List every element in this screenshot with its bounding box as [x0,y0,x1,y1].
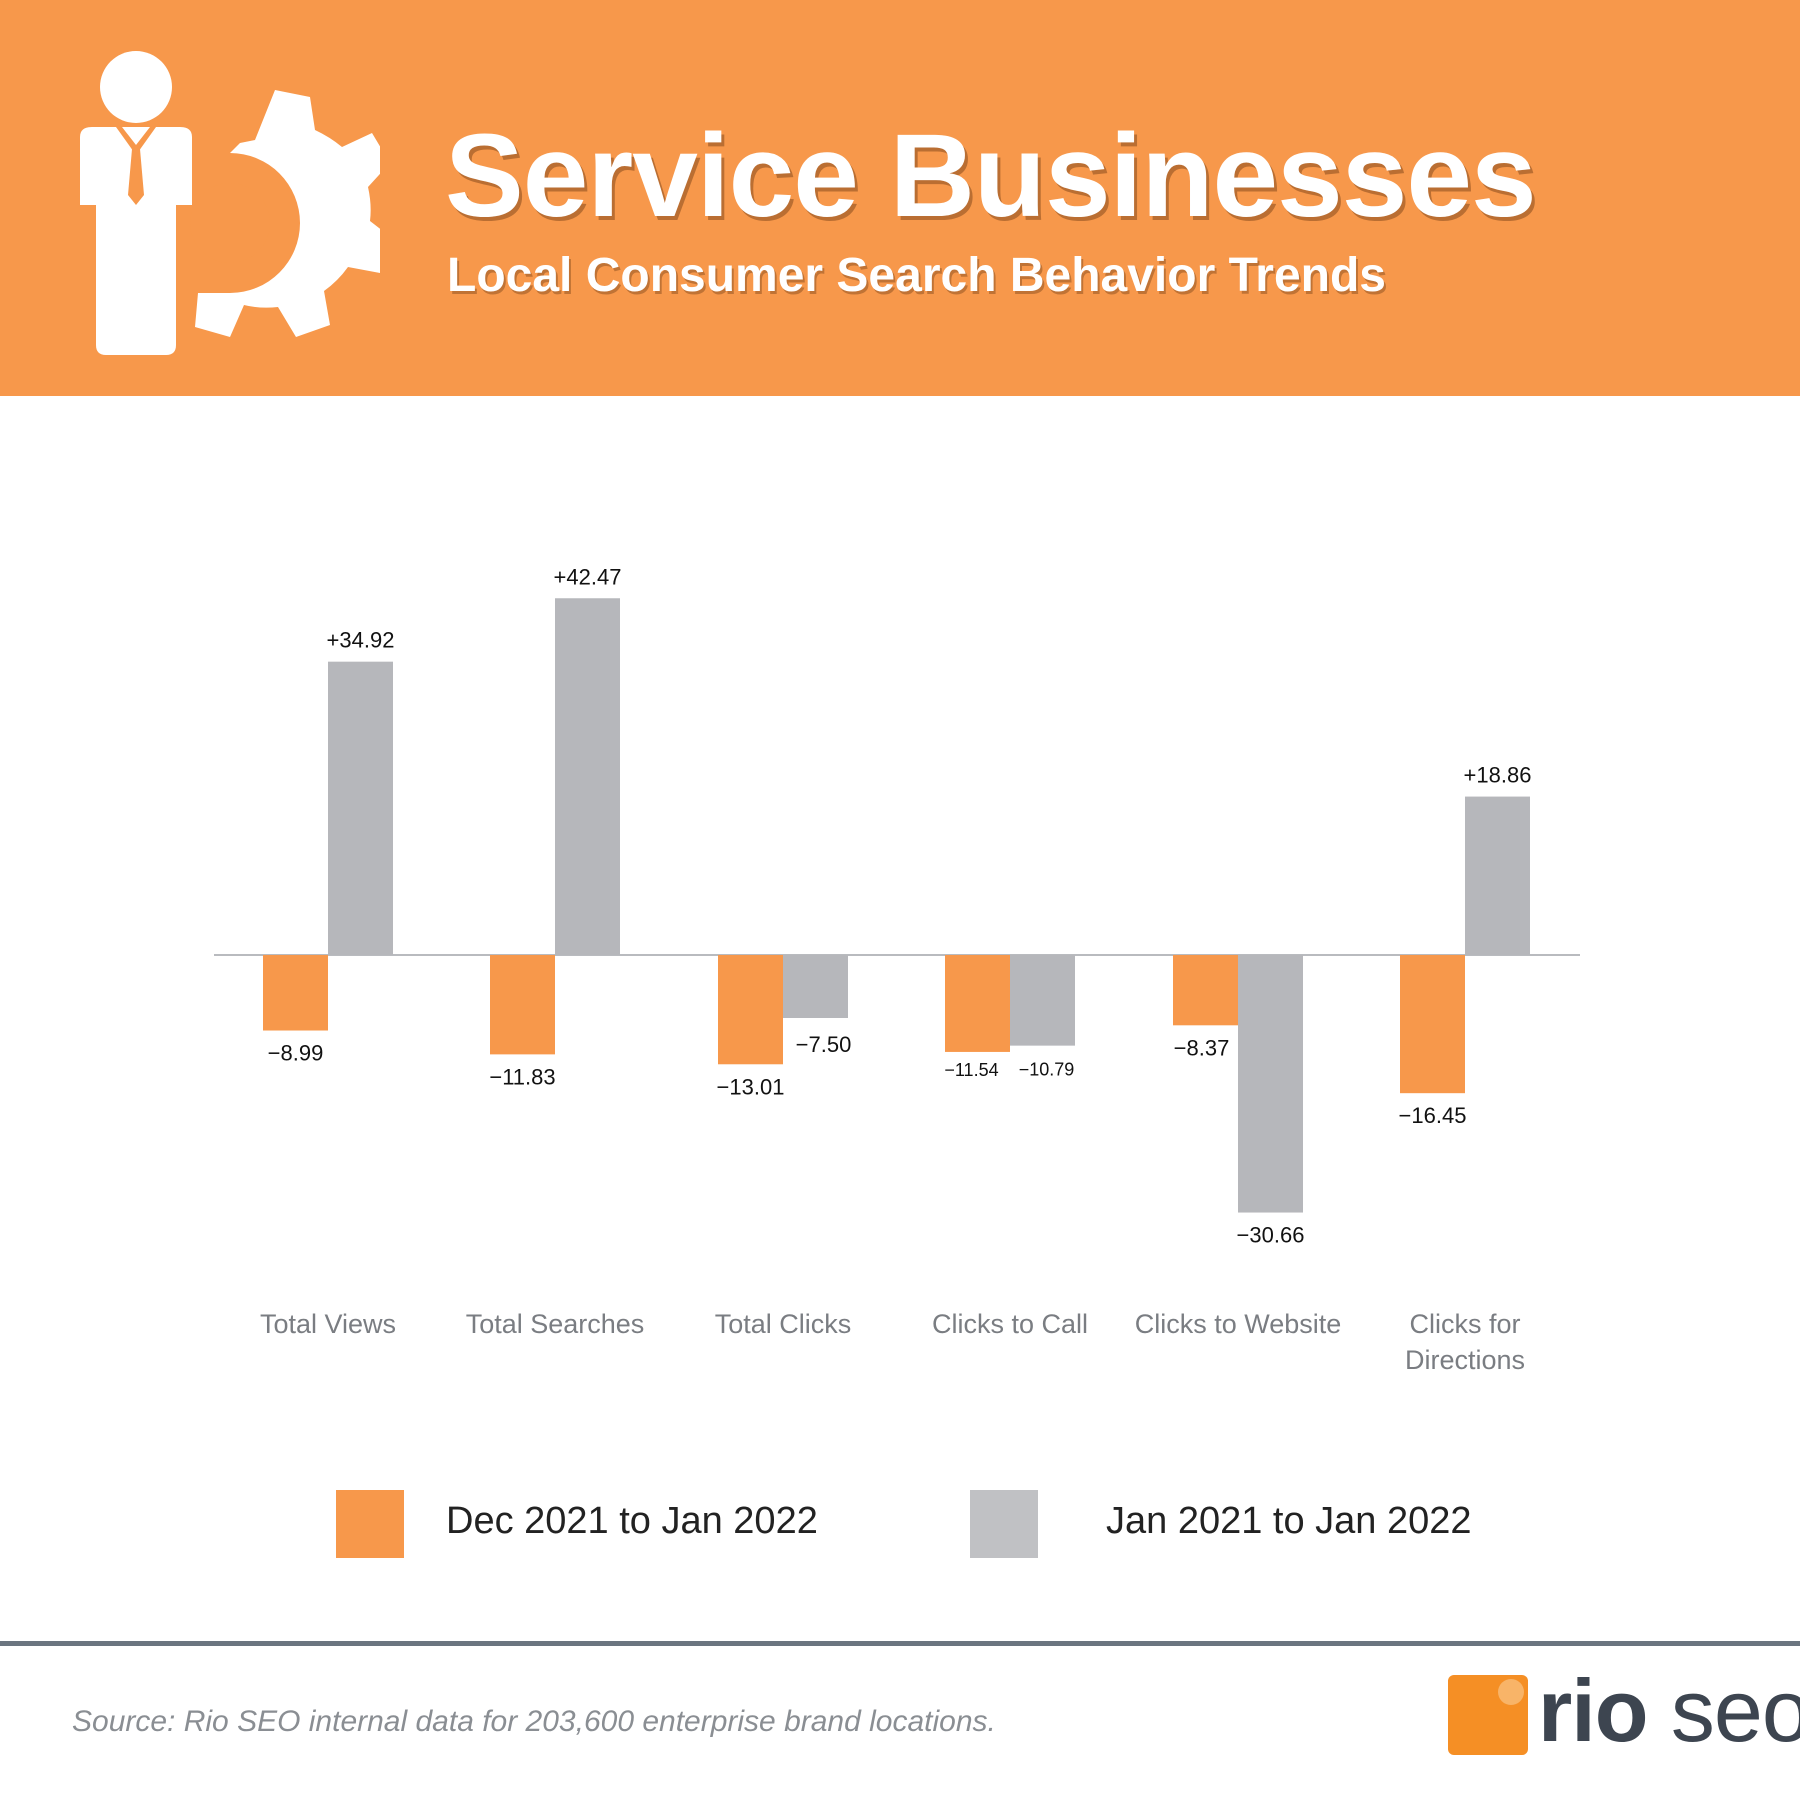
rioseo-logo-dot [1498,1679,1524,1705]
category-label-2: Total Clicks [715,1309,852,1339]
bar-s1-c4 [1238,955,1303,1213]
bar-s1-c0 [328,661,393,955]
value-label-s0-c2: −13.01 [717,1074,785,1099]
value-label-s1-c0: +34.92 [327,628,395,653]
header-banner: Service Businesses Local Consumer Search… [0,0,1800,396]
category-label-0: Total Views [260,1309,396,1339]
bar-s0-c3 [945,955,1010,1052]
bar-s1-c3 [1010,955,1075,1046]
legend-label-jan2021: Jan 2021 to Jan 2022 [1106,1500,1472,1542]
logo-word-rio: rio [1538,1661,1648,1760]
category-label-5: Clicks for Directions [1405,1309,1525,1375]
category-label-3: Clicks to Call [932,1309,1088,1339]
value-label-s1-c3: −10.79 [1019,1060,1075,1080]
legend-swatch-dec2021 [336,1490,404,1558]
value-label-s1-c4: −30.66 [1237,1223,1305,1248]
bar-s0-c4 [1173,955,1238,1026]
value-label-s0-c1: −11.83 [489,1064,555,1089]
rioseo-logo-text: rio seo [1538,1660,1800,1762]
legend-swatch-jan2021 [970,1490,1038,1558]
category-label-1: Total Searches [466,1309,645,1339]
value-label-s1-c1: +42.47 [554,564,622,589]
value-label-s0-c4: −8.37 [1174,1035,1230,1060]
value-label-s0-c3: −11.54 [944,1060,998,1080]
page-title: Service Businesses [445,110,1537,242]
value-label-s1-c5: +18.86 [1464,763,1532,788]
value-label-s0-c0: −8.99 [268,1041,324,1066]
bar-s0-c1 [490,955,555,1055]
chart-legend: Dec 2021 to Jan 2022 Jan 2021 to Jan 202… [0,1490,1800,1560]
bar-s1-c2 [783,955,848,1018]
footer-divider [0,1641,1800,1646]
bar-s0-c0 [263,955,328,1031]
page-subtitle: Local Consumer Search Behavior Trends [447,249,1386,302]
value-label-s0-c5: −16.45 [1399,1103,1467,1128]
source-note: Source: Rio SEO internal data for 203,60… [72,1705,996,1738]
bar-chart: −8.99 −11.83 −13.01 −11.54 −8.37 −16.45 +34.92… [214,564,1580,1375]
bar-s1-c1 [555,598,620,955]
legend-label-dec2021: Dec 2021 to Jan 2022 [446,1500,818,1542]
bar-s0-c2 [718,955,783,1065]
bar-s0-c5 [1400,955,1465,1094]
businessperson-gear-icon [80,51,380,355]
value-label-s1-c2: −7.50 [796,1032,852,1057]
bar-s1-c5 [1465,796,1530,955]
category-label-4: Clicks to Website [1135,1309,1342,1339]
logo-word-seo: seo [1670,1661,1800,1760]
